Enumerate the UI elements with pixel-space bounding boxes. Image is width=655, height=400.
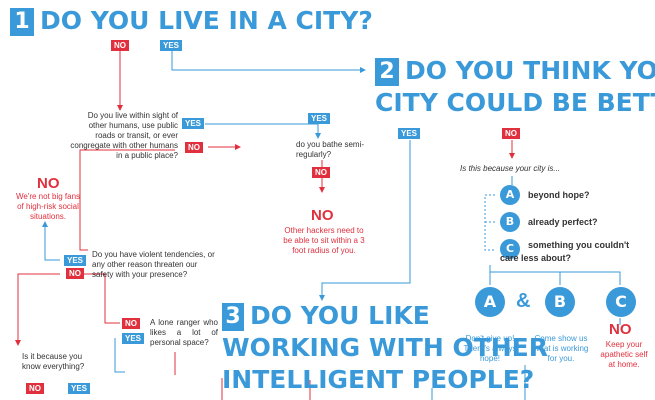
step-2-question-line2: CITY COULD BE BETTER? xyxy=(375,88,655,117)
violent-yes-tag: YES xyxy=(64,255,87,266)
step-3-number: 3 xyxy=(222,303,244,331)
step-1-number: 1 xyxy=(10,8,34,36)
step-3-question-line2: WORKING WITH OTHER xyxy=(222,333,549,362)
answer-b-badge: B xyxy=(545,287,575,317)
step-1-question: DO YOU LIVE IN A CITY? xyxy=(40,6,373,35)
question-know-everything: Is it because you know everything? xyxy=(22,352,85,371)
high-risk-text: We're not big fans of high-risk social s… xyxy=(15,192,81,221)
answer-a-badge: A xyxy=(475,287,505,317)
question-lone-ranger: A lone ranger who likes a lot of persona… xyxy=(150,318,218,347)
know-everything-yes-tag: YES xyxy=(68,383,91,394)
option-b-text: already perfect? xyxy=(528,217,598,227)
high-risk-title: NO xyxy=(37,175,60,192)
option-c-text-line1: something you couldn't xyxy=(528,240,630,250)
dont-give-up-text: Don't give up! There's always hope! xyxy=(463,334,517,363)
bathe-outcome-title: NO xyxy=(311,207,334,224)
h2-yes-tag: YES xyxy=(398,128,421,139)
h1-no-tag: NO xyxy=(111,40,129,51)
know-everything-no-tag: NO xyxy=(26,383,44,394)
option-a-badge: A xyxy=(500,185,520,205)
violent-no-tag: NO xyxy=(66,268,84,279)
answer-c-badge: C xyxy=(606,287,636,317)
option-b-badge: B xyxy=(500,212,520,232)
lone-ranger-yes-tag: YES xyxy=(122,333,145,344)
question-sight-of-humans: Do you live within sight of other humans… xyxy=(70,111,178,160)
sight-no-tag: NO xyxy=(185,142,203,153)
come-show-text: Come show us what is working for you. xyxy=(533,334,589,363)
option-c-badge: C xyxy=(500,239,520,259)
step-2-question-line1: DO YOU THINK YOUR xyxy=(405,56,655,85)
apathetic-title: NO xyxy=(609,321,632,338)
question-because-city: Is this because your city is... xyxy=(460,164,561,173)
sight-yes-tag: YES xyxy=(182,118,205,129)
ampersand: & xyxy=(516,290,531,312)
option-c-text-line2: care less about? xyxy=(500,253,572,263)
step-3-question-line1: DO YOU LIKE xyxy=(250,301,430,330)
question-bathe: do you bathe semi-regularly? xyxy=(296,140,365,159)
question-violent: Do you have violent tendencies, or any o… xyxy=(92,250,215,279)
lone-ranger-no-tag: NO xyxy=(122,318,140,329)
apathetic-text: Keep your apathetic self at home. xyxy=(600,340,648,369)
step-3-question-line3: INTELLIGENT PEOPLE? xyxy=(222,365,535,394)
bathe-outcome-text: Other hackers need to be able to sit wit… xyxy=(283,226,365,255)
option-a-text: beyond hope? xyxy=(528,190,590,200)
step-2-number: 2 xyxy=(375,58,399,86)
h1-yes-tag: YES xyxy=(160,40,183,51)
h2-no-tag: NO xyxy=(502,128,520,139)
bathe-yes-tag: YES xyxy=(308,113,331,124)
bathe-no-tag: NO xyxy=(312,167,330,178)
